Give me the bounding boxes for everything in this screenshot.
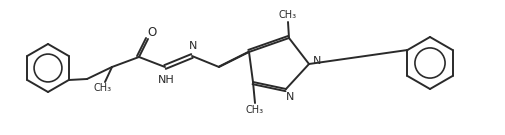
Text: N: N — [313, 56, 321, 66]
Text: N: N — [189, 41, 197, 51]
Text: NH: NH — [158, 75, 174, 85]
Text: CH₃: CH₃ — [246, 105, 264, 115]
Text: N: N — [286, 92, 294, 102]
Text: O: O — [147, 26, 157, 38]
Text: CH₃: CH₃ — [279, 10, 297, 20]
Text: CH₃: CH₃ — [94, 83, 112, 93]
